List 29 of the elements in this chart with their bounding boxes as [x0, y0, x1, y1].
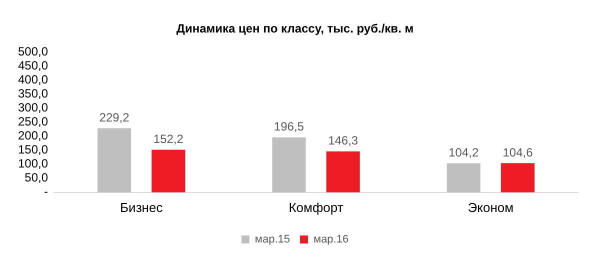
data-label: 152,2 [153, 132, 184, 146]
chart-title: Динамика цен по классу, тыс. руб./кв. м [176, 22, 414, 36]
y-tick-label: 400,0 [18, 72, 48, 87]
y-tick-label: 250,0 [18, 114, 48, 129]
y-tick-label: 500,0 [18, 44, 48, 59]
data-label: 146,3 [328, 134, 358, 148]
data-label: 104,2 [448, 146, 479, 160]
bar [98, 128, 132, 192]
x-tick-label: Бизнес [120, 200, 164, 215]
data-label: 104,6 [502, 145, 534, 160]
bar [446, 163, 480, 192]
bar [152, 150, 186, 192]
y-tick-label: 200,0 [18, 128, 48, 143]
data-label: 196,5 [274, 120, 304, 134]
data-label: 229,2 [99, 110, 130, 125]
legend-label: мар.15 [254, 234, 290, 246]
y-tick-label: 350,0 [18, 86, 48, 101]
x-tick-label: Комфорт [288, 200, 344, 215]
bar [500, 163, 535, 192]
y-tick-label: - [44, 184, 48, 199]
x-tick-label: Эконом [468, 200, 514, 215]
y-tick-label: 50,0 [24, 170, 48, 185]
y-tick-label: 100,0 [18, 156, 48, 171]
y-tick-label: 300,0 [18, 100, 48, 115]
legend-label: мар.16 [314, 234, 349, 246]
y-tick-label: 150,0 [18, 142, 48, 157]
bar [272, 137, 306, 192]
y-tick-label: 450,0 [18, 58, 48, 73]
bar [326, 151, 360, 192]
